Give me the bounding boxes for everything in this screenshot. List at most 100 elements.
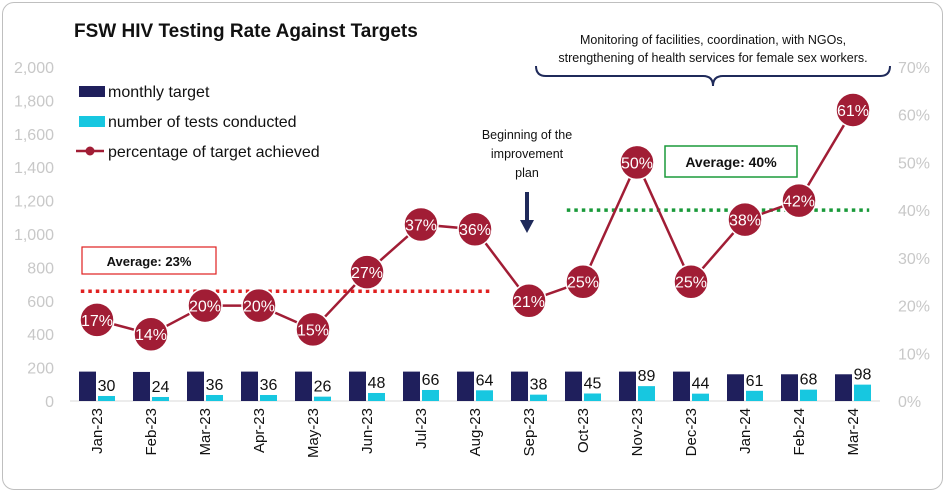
- legend-swatch-tests: [79, 116, 105, 127]
- percentage-label: 38%: [729, 213, 761, 230]
- monitoring-annotation: Monitoring of facilities, coordination, …: [535, 33, 891, 87]
- percentage-marker: [835, 92, 871, 128]
- target-bar: [133, 371, 150, 401]
- target-bar: [511, 371, 528, 401]
- y-right-tick-label: 40%: [898, 203, 930, 220]
- y-left-tick-label: 1,000: [14, 227, 54, 244]
- tests-bar: [98, 395, 115, 401]
- tests-bar-label: 44: [692, 376, 710, 393]
- x-tick-label: Mar-23: [197, 408, 214, 456]
- x-tick-label: Jan-23: [89, 408, 106, 454]
- tests-bar-label: 26: [314, 379, 332, 396]
- y-right-tick-label: 20%: [898, 299, 930, 316]
- legend-label-tests: number of tests conducted: [108, 114, 297, 131]
- percentage-marker: [565, 263, 601, 300]
- target-bar: [457, 371, 474, 401]
- percentage-marker: [457, 211, 493, 247]
- chart-title: FSW HIV Testing Rate Against Targets: [74, 21, 418, 42]
- y-left-tick-label: 800: [27, 260, 54, 277]
- percentage-label: 50%: [621, 155, 653, 172]
- percentage-label: 61%: [837, 103, 869, 120]
- target-bar: [349, 371, 366, 401]
- y-left-tick-label: 1,400: [14, 160, 54, 177]
- monitoring-note-line-1: Monitoring of facilities, coordination, …: [580, 33, 846, 47]
- target-bar: [403, 371, 420, 401]
- percentage-label: 20%: [189, 299, 221, 316]
- percentage-label: 17%: [81, 313, 113, 330]
- x-tick-label: Sep-23: [521, 408, 538, 456]
- tests-bar: [368, 392, 385, 401]
- improvement-annotation: Beginning of the improvement plan: [482, 128, 572, 233]
- tests-bar-label: 24: [152, 379, 170, 396]
- monitoring-brace: [535, 65, 891, 87]
- y-right-tick-label: 0%: [898, 394, 921, 411]
- percentage-marker: [133, 316, 169, 352]
- percentage-label: 14%: [135, 327, 167, 344]
- target-bar: [79, 371, 96, 401]
- x-tick-label: Jul-23: [413, 408, 430, 449]
- percentage-marker: [727, 201, 763, 238]
- axes: 0 200 400 600 800 1,000 1,200 1,400 1,600 1,800 2,…: [14, 60, 930, 458]
- tests-bar: [422, 389, 439, 401]
- tests-bar: [530, 394, 547, 401]
- percentage-marker: [673, 263, 709, 300]
- legend-swatch-target: [79, 86, 105, 97]
- percentage-marker: [403, 206, 439, 243]
- x-tick-label: Oct-23: [575, 408, 592, 453]
- percentage-marker: [187, 287, 223, 324]
- tests-bar: [152, 396, 169, 401]
- percentage-marker: [241, 287, 277, 324]
- percentage-marker: [511, 283, 547, 319]
- tests-bar: [800, 389, 817, 401]
- tests-bar-label: 66: [422, 372, 440, 389]
- x-tick-label: Feb-23: [143, 408, 160, 456]
- percentage-label: 36%: [459, 222, 491, 239]
- average-label-after: Average: 40%: [685, 154, 777, 170]
- tests-bar-label: 64: [476, 372, 494, 389]
- tests-bar-label: 89: [638, 368, 656, 385]
- y-right-tick-label: 70%: [898, 60, 930, 77]
- percentage-label: 21%: [513, 294, 545, 311]
- improvement-note-line-2: improvement: [491, 147, 564, 161]
- percentage-marker: [349, 254, 385, 290]
- tests-bar: [638, 386, 655, 401]
- percentage-label: 25%: [675, 275, 707, 292]
- target-bar: [835, 374, 852, 401]
- y-right-tick-label: 50%: [898, 155, 930, 172]
- tests-bar-label: 38: [530, 377, 548, 394]
- bars: 30 24 36 36 26 48 66 64 38 45 89 44 61 68 98: [79, 367, 872, 401]
- x-tick-label: Aug-23: [467, 408, 484, 456]
- y-left-tick-label: 1,800: [14, 93, 54, 110]
- average-label-before: Average: 23%: [107, 254, 192, 269]
- average-box-after-border: [664, 145, 798, 178]
- x-tick-label: Jan-24: [737, 408, 754, 454]
- percentage-marker: [295, 311, 331, 348]
- tests-bar-label: 61: [746, 373, 764, 390]
- y-right-tick-label: 30%: [898, 251, 930, 268]
- target-bar: [565, 371, 582, 401]
- y-left-tick-label: 200: [27, 361, 54, 378]
- x-tick-label: Jun-23: [359, 408, 376, 454]
- percentage-marker: [619, 144, 655, 181]
- x-tick-label: Feb-24: [791, 408, 808, 456]
- tests-bar: [746, 390, 763, 401]
- x-tick-label: Mar-24: [845, 408, 862, 456]
- percentage-label: 20%: [243, 299, 275, 316]
- tests-bar-label: 48: [368, 375, 386, 392]
- legend-label-pct: percentage of target achieved: [108, 144, 320, 161]
- legend-label-target: monthly target: [108, 84, 210, 101]
- improvement-note-line-3: plan: [515, 166, 539, 180]
- x-tick-label: Dec-23: [683, 408, 700, 456]
- monitoring-note-line-2: strengthening of health services for fem…: [558, 51, 867, 65]
- tests-bar: [476, 390, 493, 401]
- percentage-label: 42%: [783, 194, 815, 211]
- y-left-tick-label: 400: [27, 327, 54, 344]
- tests-bar: [854, 384, 871, 401]
- average-box-before-border: [81, 246, 217, 275]
- tests-bar-label: 36: [206, 377, 224, 394]
- average-lines: [80, 208, 870, 294]
- tests-bar: [314, 396, 331, 401]
- tests-bar: [206, 394, 223, 401]
- tests-bar: [584, 393, 601, 401]
- tests-bar-label: 98: [854, 367, 872, 384]
